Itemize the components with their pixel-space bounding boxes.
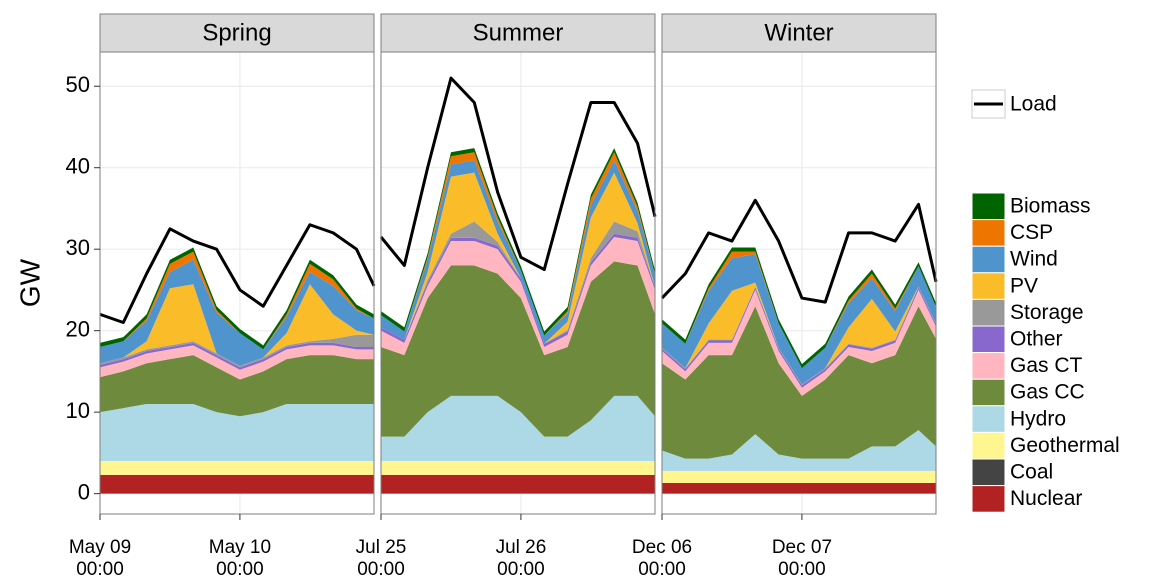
legend-label: CSP	[1010, 221, 1053, 244]
facet-strip	[661, 13, 937, 53]
panel-border	[661, 51, 937, 515]
area	[381, 261, 655, 437]
legend-label: Nuclear	[1010, 487, 1082, 510]
legend-swatch	[971, 272, 1006, 300]
x-tick-label: Dec 06 00:00	[632, 537, 692, 580]
area	[100, 284, 374, 366]
legend-label: Coal	[1010, 461, 1053, 484]
legend-label: Wind	[1010, 248, 1058, 271]
area	[662, 254, 936, 385]
x-tick-label: May 09 00:00	[69, 537, 131, 580]
area	[381, 221, 655, 344]
legend-swatch	[971, 298, 1006, 327]
facet-strip	[380, 13, 656, 53]
area	[100, 474, 374, 494]
legend-label: Hydro	[1010, 407, 1066, 430]
load-line	[379, 76, 657, 272]
legend-label: Gas CT	[1010, 354, 1083, 377]
area	[662, 282, 936, 385]
area	[381, 236, 655, 356]
legend-label: Other	[1010, 328, 1063, 351]
area	[100, 355, 374, 417]
legend-label: Geothermal	[1010, 434, 1120, 457]
area	[662, 430, 936, 471]
y-tick-label: 40	[66, 154, 90, 179]
facet-strip	[99, 13, 375, 53]
area	[381, 148, 655, 336]
legend-label: Gas CC	[1010, 381, 1085, 404]
y-tick-label: 50	[66, 72, 90, 97]
legend-label: PV	[1010, 274, 1038, 297]
panel-border	[380, 51, 656, 515]
legend-swatch	[971, 352, 1006, 380]
area	[100, 334, 374, 368]
y-tick-label: 0	[78, 479, 90, 504]
legend-swatch	[971, 378, 1006, 407]
legend-swatch	[971, 485, 1006, 513]
area	[100, 251, 374, 350]
y-tick-label: 30	[66, 235, 90, 260]
area	[381, 461, 655, 475]
area	[381, 172, 655, 344]
x-tick-label: Dec 07 00:00	[772, 537, 832, 580]
legend-label: Biomass	[1010, 195, 1091, 218]
panel-border	[99, 51, 375, 515]
legend-label: Storage	[1010, 301, 1084, 324]
area	[100, 345, 374, 380]
legend-swatch	[971, 219, 1006, 247]
load-line	[660, 198, 938, 304]
legend-swatch	[971, 405, 1006, 433]
facet-title: Winter	[764, 19, 833, 46]
area	[100, 259, 374, 366]
facet-title: Summer	[473, 19, 564, 46]
y-tick-label: 20	[66, 316, 90, 341]
y-axis-label: GW	[14, 258, 45, 307]
x-tick-label: Jul 25 00:00	[356, 537, 407, 580]
y-tick-label: 10	[66, 398, 90, 423]
legend-swatch	[971, 192, 1006, 221]
area	[381, 395, 655, 462]
area	[100, 404, 374, 462]
x-tick-label: Jul 26 00:00	[496, 537, 547, 580]
area	[662, 251, 936, 369]
area	[662, 470, 936, 484]
legend-swatch	[971, 325, 1006, 354]
legend-swatch	[971, 245, 1006, 274]
x-tick-label: May 10 00:00	[209, 537, 271, 580]
area	[100, 461, 374, 475]
legend-swatch	[971, 431, 1006, 460]
area	[662, 483, 936, 494]
area	[100, 247, 374, 350]
area	[381, 160, 655, 344]
facet-title: Spring	[202, 19, 271, 46]
area	[100, 342, 374, 370]
area	[381, 474, 655, 494]
legend-swatch	[971, 458, 1006, 487]
legend-label: Load	[1010, 93, 1057, 116]
area	[662, 306, 936, 459]
load-line	[99, 223, 376, 325]
area	[662, 247, 936, 369]
